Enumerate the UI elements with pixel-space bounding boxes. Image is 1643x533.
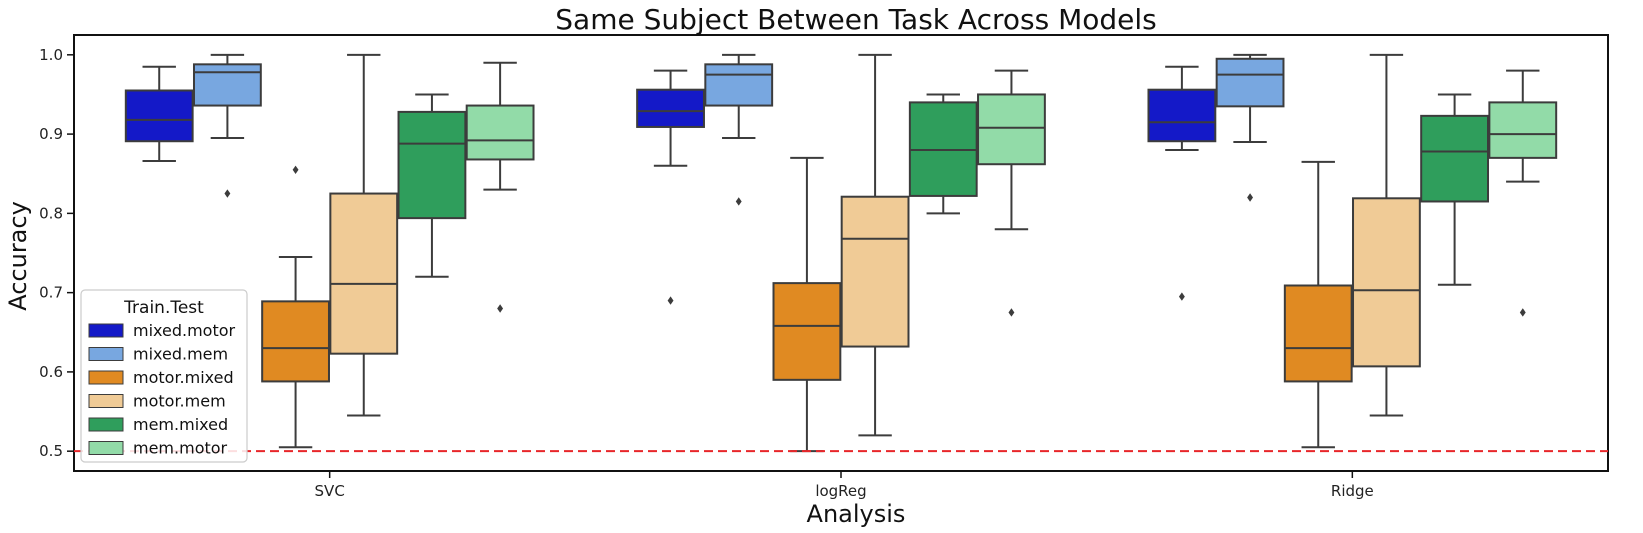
box-motor.mixed-SVC xyxy=(261,165,330,449)
x-tick-label: logReg xyxy=(815,482,866,500)
box-mixed.mem-Ridge xyxy=(1215,53,1285,202)
legend-label: mem.mixed xyxy=(133,415,228,434)
box-motor.mixed-Ridge xyxy=(1283,160,1353,449)
box-iqr xyxy=(1283,284,1353,383)
y-tick-label: 1.0 xyxy=(39,46,63,64)
chart-title: Same Subject Between Task Across Models xyxy=(555,3,1156,36)
legend-swatch xyxy=(88,441,124,455)
legend: Train.Test mixed.motor mixed.mem motor.mixe… xyxy=(80,289,248,463)
box-iqr xyxy=(1420,114,1490,203)
plot-area: 0.5 0.6 0.7 0.8 0.9 1.0 SVC logReg Ridge xyxy=(39,34,1609,500)
box-mem.motor-Ridge xyxy=(1488,69,1558,317)
legend-swatch xyxy=(88,394,124,408)
legend-item-mem.mixed: mem.mixed xyxy=(88,415,228,434)
box-iqr xyxy=(840,195,910,348)
legend-title: Train.Test xyxy=(123,298,204,318)
box-iqr xyxy=(1352,197,1421,368)
box-mem.mixed-SVC xyxy=(397,93,467,278)
box-iqr xyxy=(772,282,842,381)
box-iqr xyxy=(977,93,1046,166)
y-tick-label: 0.9 xyxy=(39,125,63,143)
box-motor.mixed-logReg xyxy=(772,156,842,453)
x-axis-title: Analysis xyxy=(807,500,906,528)
y-tick-label: 0.8 xyxy=(39,204,63,222)
box-motor.mem-Ridge xyxy=(1352,53,1421,417)
legend-item-mixed.motor: mixed.motor xyxy=(88,321,236,340)
legend-item-mem.motor: mem.motor xyxy=(88,439,228,458)
box-motor.mem-logReg xyxy=(840,53,910,437)
y-tick-label: 0.5 xyxy=(39,442,63,460)
x-tick-label: SVC xyxy=(315,482,345,500)
box-iqr xyxy=(1488,101,1558,159)
box-iqr xyxy=(1147,88,1217,143)
box-iqr xyxy=(329,192,399,355)
legend-label: mixed.mem xyxy=(133,345,228,364)
box-mixed.motor-Ridge xyxy=(1147,65,1217,301)
box-iqr xyxy=(124,89,194,143)
box-mixed.motor-SVC xyxy=(124,65,194,163)
legend-label: motor.mem xyxy=(133,392,226,411)
x-tick-label: Ridge xyxy=(1331,482,1374,500)
legend-swatch xyxy=(88,347,124,361)
box-flier xyxy=(292,165,299,174)
box-flier xyxy=(667,296,674,305)
box-flier xyxy=(1178,292,1185,301)
box-mixed.mem-logReg xyxy=(704,53,774,206)
box-motor.mem-SVC xyxy=(329,53,399,417)
legend-item-mixed.mem: mixed.mem xyxy=(88,345,228,364)
box-iqr xyxy=(465,104,535,161)
legend-item-motor.mixed: motor.mixed xyxy=(88,368,234,387)
box-flier xyxy=(735,197,742,206)
legend-label: mem.motor xyxy=(133,439,228,458)
box-iqr xyxy=(636,88,705,128)
box-flier xyxy=(1519,308,1526,317)
box-iqr xyxy=(192,63,262,107)
legend-label: mixed.motor xyxy=(133,321,236,340)
box-flier xyxy=(1247,193,1254,202)
box-iqr xyxy=(704,63,774,107)
y-tick-label: 0.7 xyxy=(39,284,63,302)
box-mem.mixed-logReg xyxy=(908,93,978,215)
box-mem.mixed-Ridge xyxy=(1420,93,1490,286)
legend-swatch xyxy=(88,417,124,432)
box-iqr xyxy=(1215,57,1285,108)
box-mem.motor-SVC xyxy=(465,61,535,313)
box-mixed.mem-SVC xyxy=(192,53,262,198)
y-axis-title: Accuracy xyxy=(4,201,32,311)
legend-swatch xyxy=(88,323,124,338)
legend-swatch xyxy=(88,370,124,385)
box-mem.motor-logReg xyxy=(977,69,1046,317)
box-iqr xyxy=(397,110,467,220)
box-mixed.motor-logReg xyxy=(636,69,705,305)
box-flier xyxy=(224,189,231,198)
legend-item-motor.mem: motor.mem xyxy=(88,392,226,411)
box-flier xyxy=(497,304,504,313)
box-iqr xyxy=(261,300,330,383)
y-tick-label: 0.6 xyxy=(39,363,63,381)
box-flier xyxy=(1008,308,1015,317)
legend-label: motor.mixed xyxy=(133,368,234,387)
